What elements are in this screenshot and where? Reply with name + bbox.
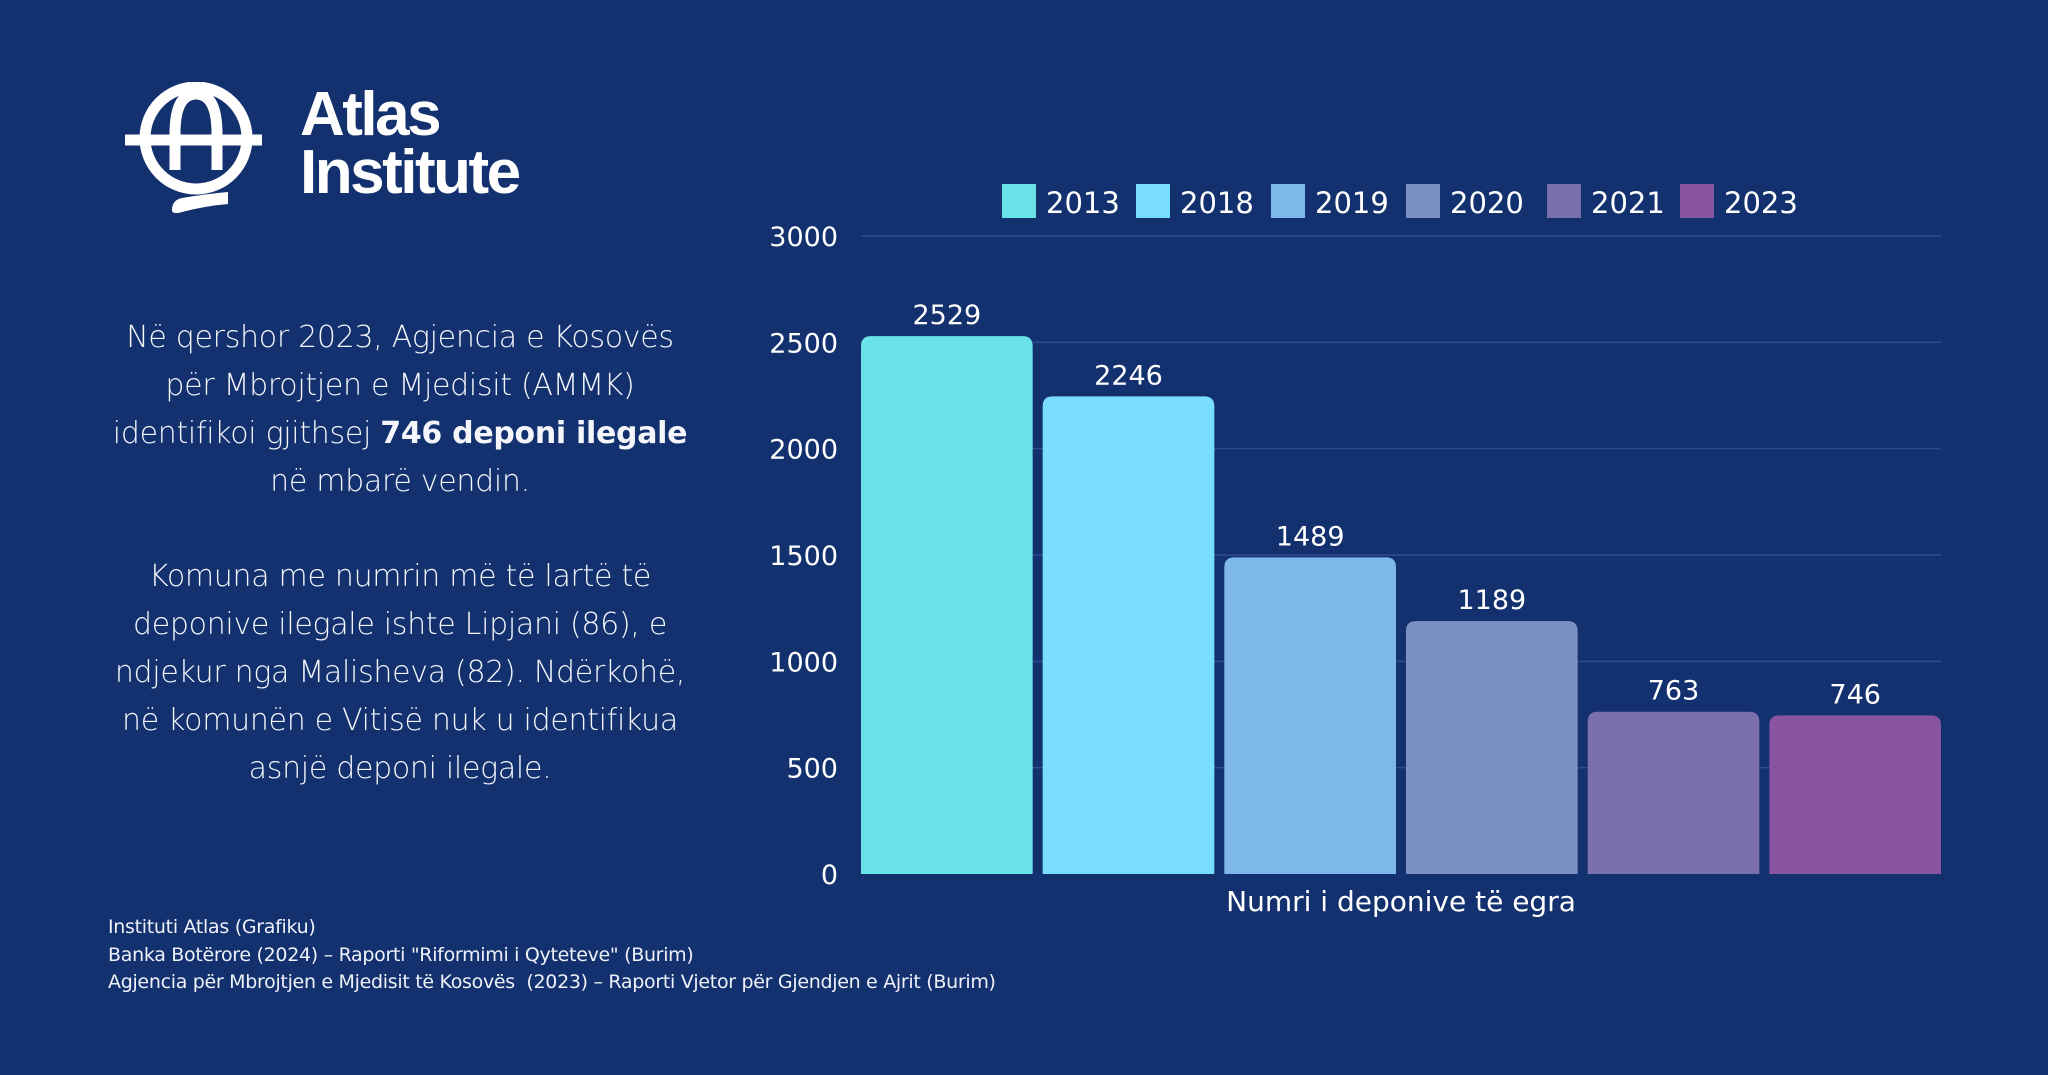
legend-item-2018: 2018 — [1136, 184, 1254, 220]
legend-item-2019: 2019 — [1271, 184, 1389, 220]
bar-value-label: 2246 — [1094, 360, 1163, 391]
bar-2013 — [861, 336, 1033, 874]
bar-value-label: 763 — [1648, 676, 1700, 707]
brand-name-line2: Institute — [300, 138, 521, 207]
summary-paragraph: Në qershor 2023, Agjencia e Kosovës për … — [100, 314, 700, 506]
brand-logo: Atlas Institute — [120, 82, 560, 232]
summary-highlight: 746 deponi ilegale — [380, 416, 688, 451]
bar-2020 — [1406, 621, 1578, 874]
legend-label: 2021 — [1591, 186, 1665, 220]
source-line: Banka Botërore (2024) – Raporti "Riformi… — [108, 943, 694, 966]
legend-swatch — [1271, 184, 1305, 218]
x-axis-label: Numri i deponive të egra — [1226, 885, 1576, 918]
y-tick-label: 3000 — [769, 222, 838, 253]
y-axis-ticks: 0 500 1000 1500 2000 2500 3000 — [769, 222, 838, 891]
legend-item-2021: 2021 — [1547, 184, 1665, 220]
summary-text: Në qershor 2023, Agjencia e Kosovës për … — [112, 320, 674, 451]
legend: 2013 2018 2019 2020 2021 2023 — [1002, 184, 1798, 220]
bar-2023 — [1769, 715, 1941, 874]
source-line: Instituti Atlas (Grafiku) — [108, 916, 316, 938]
bar-value-label: 1189 — [1457, 585, 1526, 616]
bars — [861, 336, 1941, 874]
bar-2018 — [1042, 396, 1215, 874]
legend-swatch — [1547, 184, 1581, 218]
bar-value-label: 2529 — [912, 300, 981, 331]
brand-name-line1: Atlas — [300, 80, 442, 149]
bar-value-label: 1489 — [1276, 521, 1345, 552]
globe-a-logo-icon — [125, 82, 262, 214]
legend-item-2013: 2013 — [1002, 184, 1120, 220]
source-line: Agjencia për Mbrojtjen e Mjedisit të Kos… — [108, 971, 996, 993]
legend-label: 2013 — [1046, 186, 1120, 220]
bar-value-labels: 2529 2246 1489 1189 763 746 — [912, 300, 1880, 710]
legend-swatch — [1406, 184, 1440, 218]
y-tick-label: 500 — [786, 754, 838, 785]
bar-value-label: 746 — [1829, 679, 1881, 710]
y-tick-label: 2500 — [769, 328, 838, 359]
legend-item-2023: 2023 — [1680, 184, 1798, 220]
y-tick-label: 2000 — [769, 435, 838, 466]
legend-label: 2018 — [1180, 186, 1254, 220]
legend-item-2020: 2020 — [1406, 184, 1524, 220]
y-tick-label: 0 — [821, 860, 838, 891]
summary-text-end: në mbarë vendin. — [270, 464, 530, 499]
legend-swatch — [1002, 184, 1036, 218]
bar-2019 — [1224, 557, 1396, 874]
y-tick-label: 1000 — [769, 647, 838, 678]
gridlines — [861, 235, 1941, 769]
legend-swatch — [1680, 184, 1714, 218]
brand-name: Atlas Institute — [300, 80, 521, 207]
legend-swatch — [1136, 184, 1170, 218]
y-tick-label: 1500 — [769, 541, 838, 572]
legend-label: 2020 — [1450, 186, 1524, 220]
legend-label: 2023 — [1724, 186, 1798, 220]
bar-2021 — [1587, 711, 1760, 874]
municipality-paragraph: Komuna me numrin më të lartë të deponive… — [114, 559, 686, 786]
sources-list: Instituti Atlas (Grafiku) Banka Botërore… — [108, 914, 996, 997]
legend-label: 2019 — [1315, 186, 1389, 220]
